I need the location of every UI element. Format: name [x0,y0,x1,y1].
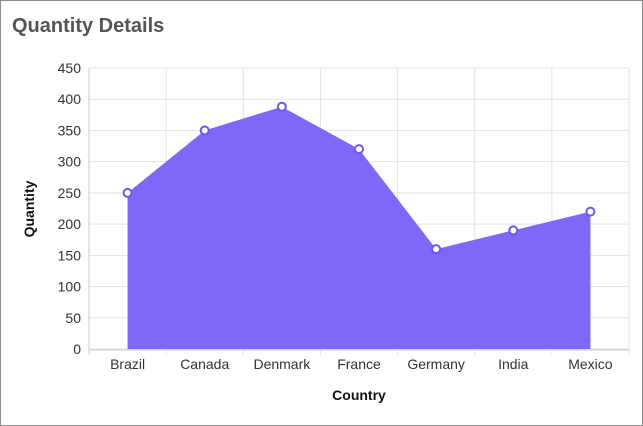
data-point[interactable] [431,244,442,255]
x-tick-label: Brazil [110,356,145,372]
y-tick-label: 100 [58,279,82,295]
tick-labels: 0 50 100 150 200 250 300 350 400 450 Brazil Canada D… [58,60,613,372]
y-axis-title: Quantity [21,180,37,237]
data-markers [122,101,596,255]
data-point[interactable] [276,101,287,112]
chart-title: Quantity Details [12,15,165,37]
y-tick-label: 200 [58,216,82,232]
y-tick-label: 0 [73,341,81,357]
x-tick-label: Mexico [568,356,613,372]
x-tick-label: Denmark [253,356,311,372]
data-point[interactable] [508,225,519,236]
data-point[interactable] [122,187,133,198]
x-tick-label: Germany [407,356,465,372]
area-series [127,106,591,350]
y-tick-label: 50 [65,310,81,326]
x-tick-label: France [337,356,381,372]
y-tick-label: 150 [58,247,82,263]
data-point[interactable] [585,206,596,217]
data-point[interactable] [199,125,210,136]
y-tick-label: 400 [58,91,82,107]
x-tick-label: India [498,356,529,372]
y-tick-label: 350 [58,122,82,138]
data-point[interactable] [354,144,364,155]
y-tick-label: 250 [58,185,82,201]
y-tick-label: 450 [58,60,82,76]
x-axis-title: Country [332,387,386,403]
y-tick-label: 300 [58,154,82,170]
x-tick-label: Canada [180,356,229,372]
area-layer [127,106,591,350]
